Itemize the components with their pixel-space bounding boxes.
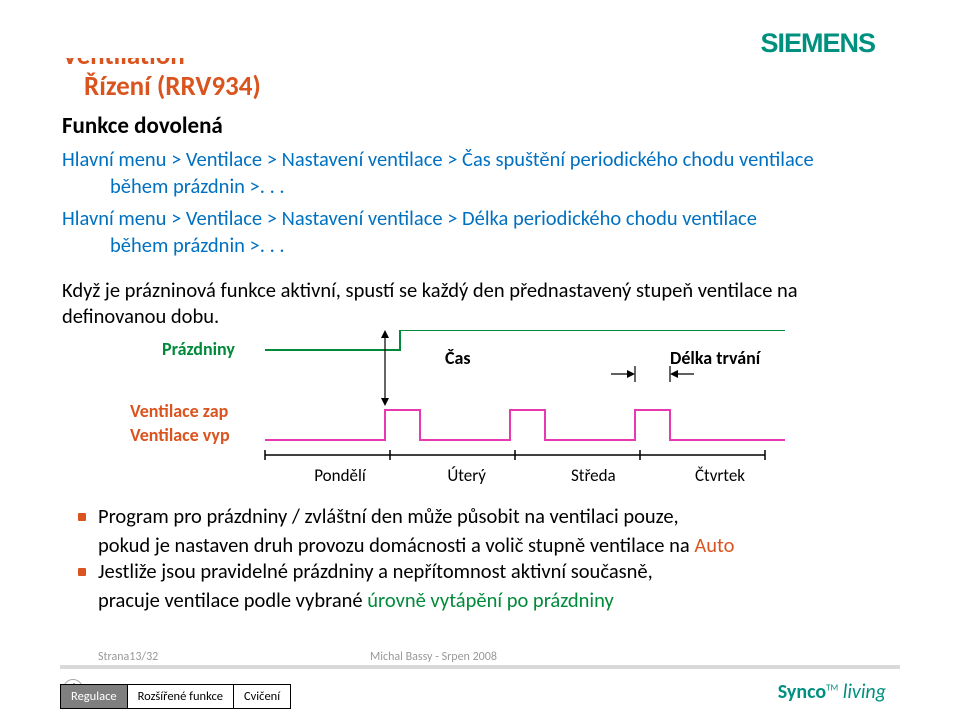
bullet-1-auto: Auto — [694, 532, 734, 558]
day-label: Úterý — [407, 465, 527, 486]
bullet-1-line2-a: pokud je nastaven druh provozu domácnost… — [98, 532, 694, 558]
brand-living: living — [838, 680, 886, 704]
bullet-1-line2: pokud je nastaven druh provozu domácnost… — [78, 532, 900, 559]
footer-page: Strana13/32 — [98, 650, 158, 664]
day-row: Pondělí Úterý Středa Čtvrtek — [280, 465, 780, 486]
bullet-2-line2: pracuje ventilace podle vybrané úrovně v… — [78, 587, 900, 614]
bullet-1-line1: Program pro prázdniny / zvláštní den můž… — [98, 503, 679, 530]
paragraph-1: Když je prázninová funkce aktivní, spust… — [62, 277, 900, 330]
footer-author: Michal Bassy - Srpen 2008 — [370, 650, 497, 664]
bullet-2-line2-a: pracuje ventilace podle vybrané — [98, 587, 367, 613]
tab-regulace[interactable]: Regulace — [60, 684, 127, 709]
day-label: Pondělí — [280, 465, 400, 486]
breadcrumb-1-line2: během prázdnin >. . . — [62, 173, 900, 200]
bullet-dot-icon — [78, 568, 86, 576]
brand-synco: Synco — [778, 680, 826, 704]
breadcrumb-2-line2: během prázdnin >. . . — [62, 232, 900, 259]
slide-title-2: Řízení (RRV934) — [62, 71, 900, 102]
bullet-2: Jestliže jsou pravidelné prázdniny a nep… — [78, 558, 900, 585]
day-label: Čtvrtek — [660, 465, 780, 486]
timing-diagram: Prázdniny Ventilace zap Ventilace vyp Ča… — [70, 330, 830, 500]
bullet-dot-icon — [78, 513, 86, 521]
footer-divider — [60, 665, 900, 669]
bullet-1: Program pro prázdniny / zvláštní den můž… — [78, 503, 900, 530]
brand-tm: TM — [826, 682, 838, 693]
breadcrumb-1-line1: Hlavní menu > Ventilace > Nastavení vent… — [62, 146, 900, 173]
breadcrumb-2-line1: Hlavní menu > Ventilace > Nastavení vent… — [62, 205, 900, 232]
tab-rozsirene[interactable]: Rozšířené funkce — [127, 684, 233, 709]
bullet-2-line1: Jestliže jsou pravidelné prázdniny a nep… — [98, 558, 653, 585]
bullet-list: Program pro prázdniny / zvláštní den můž… — [78, 503, 900, 614]
tab-cviceni[interactable]: Cvičení — [233, 684, 291, 709]
day-label: Středa — [533, 465, 653, 486]
bullet-2-level: úrovně vytápění po prázdniny — [367, 587, 614, 613]
bottom-tabs: Regulace Rozšířené funkce Cvičení — [60, 684, 291, 709]
footer-brand: SyncoTM living — [778, 680, 886, 704]
subtitle: Funkce dovolená — [62, 112, 900, 140]
